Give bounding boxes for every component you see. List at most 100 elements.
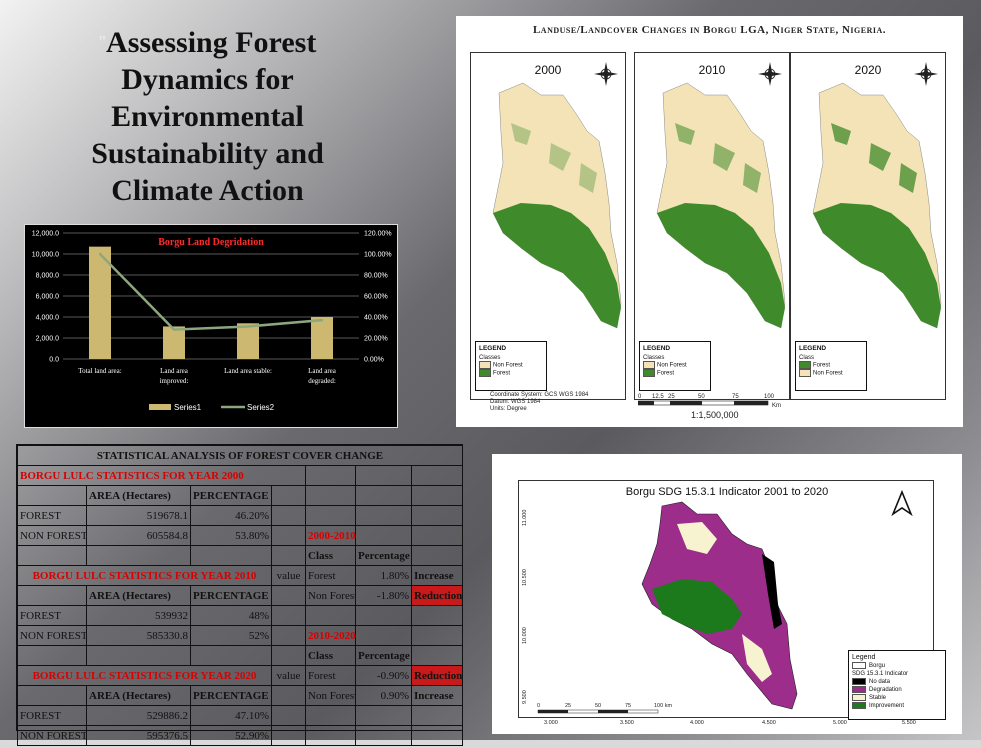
y-right-tick-label: 0.00%	[364, 357, 384, 364]
line-point	[172, 328, 176, 331]
legend-swatch	[643, 361, 655, 369]
col-area: AREA (Hectares)	[86, 485, 191, 506]
sdg-legend-label: No data	[869, 679, 891, 686]
x-tick-label: degraded:	[308, 377, 336, 385]
row-area: 539932	[86, 605, 191, 626]
col-area: AREA (Hectares)	[86, 685, 191, 706]
borgu-swatch	[852, 662, 866, 669]
change-col-pct: Percentage	[355, 545, 412, 566]
sdg-legend-item: Degradation	[852, 686, 942, 694]
change-status: Increase	[410, 565, 464, 586]
change-class: Forest	[305, 665, 356, 686]
row-area: 605584.8	[86, 525, 191, 546]
map-scale-bar: 0 12.5 25 50 75 100 Km	[637, 392, 788, 416]
change-status: Reduction	[410, 585, 464, 606]
stats-heading-2020: BORGU LULC STATISTICS FOR YEAR 2020	[17, 665, 272, 686]
sdg-map-svg: 3.000 3.500 4.000 4.500 5.000 5.500 11.0…	[522, 489, 916, 726]
legend-classes-label: Classes	[643, 355, 665, 361]
row-area: 595376.5	[86, 725, 191, 746]
legend-title: LEGEND	[643, 345, 671, 352]
map-title: Landuse/Landcover Changes in Borgu LGA, …	[532, 24, 887, 36]
scale-tick: 0	[638, 394, 642, 400]
row-label: NON FOREST	[17, 525, 87, 546]
bar	[163, 326, 185, 359]
sdg-legend: Legend Borgu SDG 15.3.1 Indicator No dat…	[848, 650, 946, 720]
x-tick-label: Land area	[160, 367, 189, 375]
sdg-x-tick: 3.000	[544, 720, 558, 726]
stats-title: STATISTICAL ANALYSIS OF FOREST COVER CHA…	[16, 445, 464, 466]
legend-title: LEGEND	[799, 345, 827, 352]
land-degradation-chart: 0.0 2,000.0 4,000.0 6,000.0 8,000.0 10,000.0 1…	[24, 224, 398, 428]
map-year: 2020	[854, 63, 882, 77]
sdg-region-stable	[677, 522, 717, 554]
legend-class-label: Forest	[493, 370, 511, 377]
series-line	[99, 253, 323, 331]
compass-icon	[914, 62, 938, 86]
sdg-x-tick: 3.500	[620, 720, 634, 726]
map-footer-line: Coordinate System: GCS WGS 1984	[490, 392, 589, 398]
row-pct: 52.90%	[190, 725, 272, 746]
sdg-legend-item: Stable	[852, 694, 942, 702]
change-period-2: 2010-2020	[305, 625, 356, 646]
sdg-scale-tick: 100 km	[654, 703, 672, 709]
sdg-legend-swatch	[852, 686, 866, 694]
row-label: FOREST	[17, 605, 87, 626]
row-area: 529886.2	[86, 705, 191, 726]
row-pct: 47.10%	[190, 705, 272, 726]
lulc-map-2000: 2000 LEGEND Classes Non Forest Forest	[470, 52, 626, 400]
scale-tick: 12.5	[652, 394, 664, 400]
y-right-tick-label: 20.00%	[364, 336, 388, 343]
change-pct: -0.90%	[355, 665, 412, 686]
scale-tick: 100	[764, 394, 775, 400]
map-scale-ratio: 1:1,500,000	[691, 410, 739, 420]
change-pct: 0.90%	[355, 685, 412, 706]
change-col-class: Class	[305, 645, 356, 666]
sdg-legend-label: Improvement	[869, 703, 905, 710]
map-legend: LEGEND Classes Non Forest Forest	[639, 341, 711, 391]
y-right-tick-label: 100.00%	[364, 252, 392, 259]
map-footer: Coordinate System: GCS WGS 1984 Datum: W…	[490, 392, 588, 413]
stats-heading-2010: BORGU LULC STATISTICS FOR YEAR 2010	[17, 565, 272, 586]
bar	[237, 323, 259, 359]
legend-label: Series2	[247, 403, 275, 412]
sdg-y-tick: 10.500	[522, 569, 528, 586]
legend-swatch	[799, 361, 811, 369]
x-tick-label: Land area stable:	[224, 367, 272, 375]
sdg-legend-label: Degradation	[869, 687, 902, 694]
sdg-map-panel: Borgu SDG 15.3.1 Indicator 2001 to 2020 …	[492, 454, 962, 734]
lulc-map-shape	[812, 82, 942, 329]
sdg-y-tick: 10.000	[522, 627, 528, 644]
scale-tick: 75	[732, 394, 739, 400]
chart-svg: 0.0 2,000.0 4,000.0 6,000.0 8,000.0 10,000.0 1…	[32, 231, 392, 413]
col-percentage: PERCENTAGE	[190, 685, 272, 706]
legend-title: LEGEND	[479, 345, 507, 352]
col-percentage: PERCENTAGE	[190, 485, 272, 506]
row-pct: 48%	[190, 605, 272, 626]
sdg-scale-tick: 25	[565, 703, 571, 709]
row-area: 519678.1	[86, 505, 191, 526]
sdg-scale-tick: 75	[625, 703, 631, 709]
lulc-map-2020: 2020 LEGEND Class Forest Non Forest	[790, 52, 946, 400]
row-pct: 53.80%	[190, 525, 272, 546]
line-point	[246, 325, 250, 328]
change-pct: 1.80%	[355, 565, 412, 586]
title-quote-mark: "	[98, 32, 107, 52]
slide-title: "Assessing Forest Dynamics for Environme…	[40, 24, 375, 209]
scale-unit: Km	[772, 403, 781, 409]
row-pct: 52%	[190, 625, 272, 646]
legend-class-label: Forest	[657, 370, 675, 377]
col-area: AREA (Hectares)	[86, 585, 191, 606]
y-right-tick-label: 120.00%	[364, 231, 392, 238]
sdg-indicator-label: SDG 15.3.1 Indicator	[852, 671, 909, 678]
legend-swatch	[643, 369, 655, 377]
y-right-tick-label: 80.00%	[364, 273, 388, 280]
stats-heading-2000: BORGU LULC STATISTICS FOR YEAR 2000	[17, 465, 306, 486]
sdg-legend-item: No data	[852, 678, 942, 686]
map-legend: LEGEND Classes Non Forest Forest	[475, 341, 547, 391]
sdg-legend-swatch	[852, 694, 866, 702]
sdg-scale-tick: 50	[595, 703, 601, 709]
sdg-x-tick: 4.500	[762, 720, 776, 726]
compass-icon	[758, 62, 782, 86]
x-tick-label: Land area	[308, 367, 337, 375]
y-left-tick-label: 2,000.0	[36, 336, 59, 343]
